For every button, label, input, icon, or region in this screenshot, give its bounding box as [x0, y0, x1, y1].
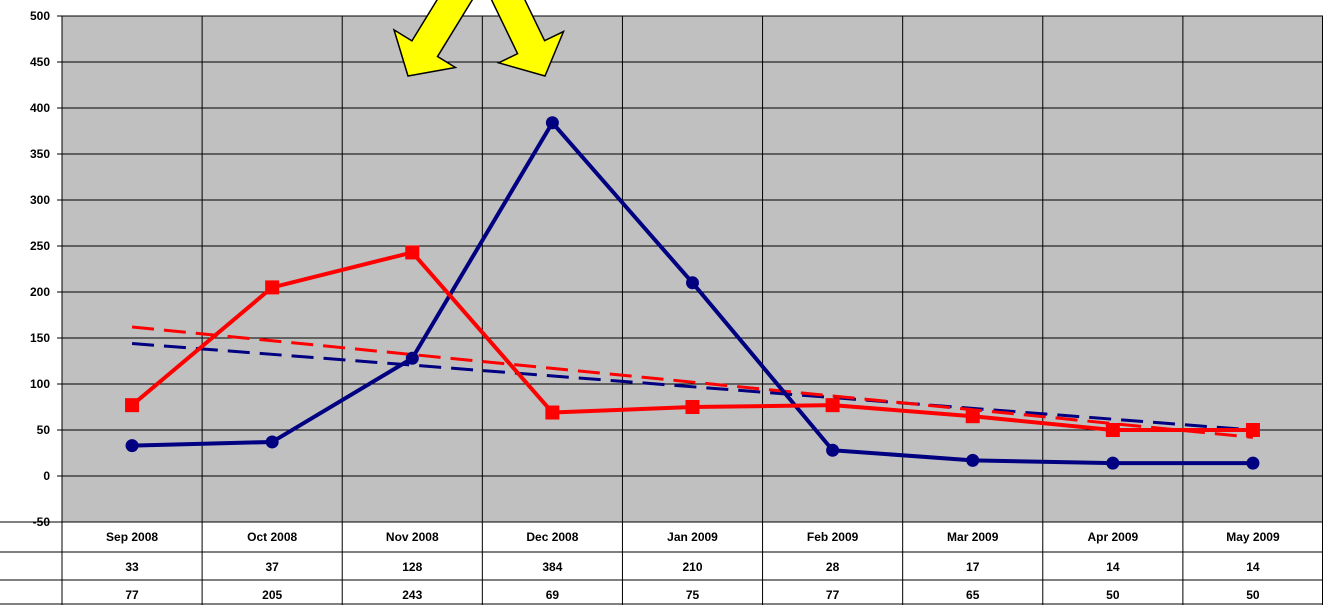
- x-category-label: May 2009: [1226, 530, 1280, 544]
- x-category-label: Nov 2008: [386, 530, 439, 544]
- data-point: [545, 405, 560, 420]
- x-category-label: Apr 2009: [1087, 530, 1138, 544]
- x-category-label: Sep 2008: [106, 530, 158, 544]
- table-value-cell: 50: [1106, 588, 1120, 602]
- y-tick-label: 450: [30, 55, 50, 69]
- data-point: [965, 409, 980, 424]
- table-value-cell: 243: [402, 588, 422, 602]
- table-value-cell: 37: [265, 560, 279, 574]
- trendline: [131, 325, 1254, 439]
- table-value-cell: 50: [1246, 588, 1260, 602]
- data-point: [685, 400, 700, 414]
- trendline: [131, 342, 1254, 432]
- plot-area: [62, 16, 1323, 522]
- y-tick-label: 400: [30, 101, 50, 115]
- data-point: [1246, 456, 1260, 470]
- data-point: [1106, 456, 1120, 470]
- x-category-label: Jan 2009: [667, 530, 718, 544]
- y-tick-label: 250: [30, 239, 50, 253]
- table-value-cell: 14: [1246, 560, 1260, 574]
- y-tick-label: 500: [30, 9, 50, 23]
- data-point: [265, 435, 279, 449]
- y-tick-label: 50: [37, 423, 51, 437]
- data-point: [405, 245, 420, 260]
- yellow-arrow-annotation: [490, 0, 565, 77]
- x-category-label: Feb 2009: [807, 530, 859, 544]
- table-value-cell: 77: [826, 588, 840, 602]
- data-point: [125, 398, 140, 413]
- data-point: [265, 280, 280, 295]
- table-value-cell: 17: [966, 560, 980, 574]
- table-value-cell: 128: [402, 560, 422, 574]
- data-point: [405, 351, 419, 365]
- x-category-label: Mar 2009: [947, 530, 999, 544]
- y-tick-label: 0: [43, 469, 50, 483]
- y-tick-label: 300: [30, 193, 50, 207]
- table-value-cell: 210: [682, 560, 702, 574]
- table-value-cell: 28: [826, 560, 840, 574]
- y-tick-label: 100: [30, 377, 50, 391]
- yellow-arrow-annotation: [392, 0, 474, 77]
- data-point: [825, 398, 840, 413]
- data-point: [545, 116, 559, 130]
- y-tick-label: 350: [30, 147, 50, 161]
- table-value-cell: 14: [1106, 560, 1120, 574]
- data-point: [826, 443, 840, 457]
- x-category-label: Oct 2008: [247, 530, 297, 544]
- y-tick-label: 150: [30, 331, 50, 345]
- y-tick-label: 200: [30, 285, 50, 299]
- table-value-cell: 75: [686, 588, 700, 602]
- x-category-label: Dec 2008: [526, 530, 578, 544]
- table-value-cell: 33: [125, 560, 139, 574]
- table-value-cell: 69: [546, 588, 560, 602]
- data-point: [1245, 423, 1260, 437]
- table-value-cell: 384: [542, 560, 562, 574]
- data-point: [686, 276, 699, 290]
- table-value-cell: 205: [262, 588, 282, 602]
- data-point: [966, 453, 980, 467]
- table-value-cell: 65: [966, 588, 980, 602]
- table-value-cell: 77: [125, 588, 139, 602]
- data-point: [125, 439, 139, 453]
- data-point: [1105, 423, 1120, 437]
